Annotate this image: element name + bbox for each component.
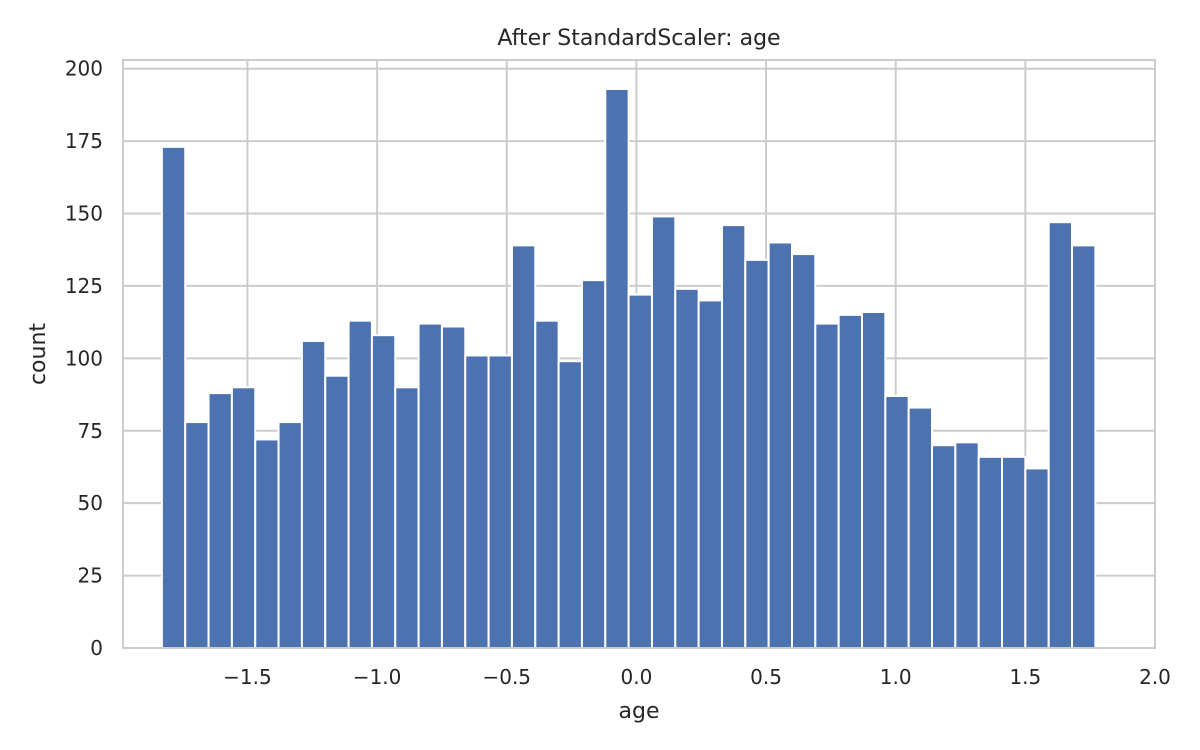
y-tick-label: 0 bbox=[90, 636, 103, 660]
x-tick-label: 0.0 bbox=[621, 665, 653, 689]
histogram-bar bbox=[1071, 244, 1097, 649]
histogram-bar bbox=[557, 360, 583, 649]
histogram-bar bbox=[370, 334, 397, 649]
histogram-bar bbox=[184, 421, 210, 649]
histogram-bar bbox=[324, 374, 350, 649]
histogram-bar bbox=[1024, 467, 1050, 649]
histogram-bar bbox=[697, 299, 723, 649]
histogram-bar bbox=[160, 145, 187, 649]
histogram-bar bbox=[627, 293, 653, 649]
histogram-bar bbox=[207, 392, 233, 649]
histogram-bar bbox=[534, 319, 560, 649]
histogram-bar bbox=[440, 325, 467, 649]
x-tick-label: 2.0 bbox=[1139, 665, 1171, 689]
histogram-bar bbox=[650, 215, 677, 649]
histogram-bar bbox=[954, 441, 980, 649]
histogram-bar bbox=[487, 354, 513, 649]
y-tick-label: 200 bbox=[65, 57, 103, 81]
x-tick-label: −1.5 bbox=[223, 665, 272, 689]
histogram-bar bbox=[230, 386, 257, 649]
x-tick-label: 0.5 bbox=[750, 665, 782, 689]
histogram-bar bbox=[1047, 221, 1074, 649]
histogram-bar bbox=[1001, 455, 1027, 649]
histogram-bar bbox=[604, 87, 630, 649]
histogram-bar bbox=[394, 386, 420, 649]
histogram-bar bbox=[300, 339, 327, 649]
histogram-bar bbox=[580, 279, 607, 649]
y-tick-label: 75 bbox=[78, 419, 103, 443]
x-tick-label: −0.5 bbox=[482, 665, 531, 689]
plot-frame bbox=[122, 59, 1156, 649]
chart-title: After StandardScaler: age bbox=[497, 26, 780, 51]
x-axis-label: age bbox=[619, 699, 660, 724]
histogram-bar bbox=[720, 224, 747, 649]
histogram-bar bbox=[837, 313, 863, 649]
histogram-bar bbox=[907, 406, 934, 649]
y-tick-label: 100 bbox=[65, 346, 103, 370]
histogram-bar bbox=[674, 287, 700, 649]
histogram-bar bbox=[347, 319, 373, 649]
histogram-bar bbox=[254, 438, 280, 649]
histogram-bar bbox=[860, 311, 887, 649]
y-tick-label: 50 bbox=[78, 491, 103, 515]
histogram-bar bbox=[884, 395, 910, 649]
y-tick-label: 125 bbox=[65, 274, 103, 298]
histogram-bar bbox=[277, 421, 303, 649]
y-axis-label: count bbox=[26, 323, 51, 385]
y-tick-label: 150 bbox=[65, 202, 103, 226]
y-tick-label: 175 bbox=[65, 129, 103, 153]
x-tick-label: −1.0 bbox=[353, 665, 402, 689]
histogram-bar bbox=[931, 444, 957, 650]
histogram-bar bbox=[767, 241, 793, 649]
x-tick-labels: −1.5 −1.0 −0.5 0.0 0.5 1.0 1.5 2.0 bbox=[223, 665, 1171, 689]
histogram-bar bbox=[814, 322, 840, 649]
histogram-bar bbox=[464, 354, 490, 649]
x-tick-label: 1.5 bbox=[1009, 665, 1041, 689]
histogram-bar bbox=[790, 253, 817, 649]
histogram-bar bbox=[417, 322, 443, 649]
histogram-bar bbox=[510, 244, 537, 649]
x-tick-label: 1.0 bbox=[880, 665, 912, 689]
y-tick-labels: 0 25 50 75 100 125 150 175 200 bbox=[65, 57, 103, 660]
histogram-bar bbox=[744, 258, 770, 649]
histogram-bar bbox=[977, 455, 1004, 649]
histogram-bars bbox=[160, 87, 1097, 650]
y-tick-label: 25 bbox=[78, 564, 103, 588]
